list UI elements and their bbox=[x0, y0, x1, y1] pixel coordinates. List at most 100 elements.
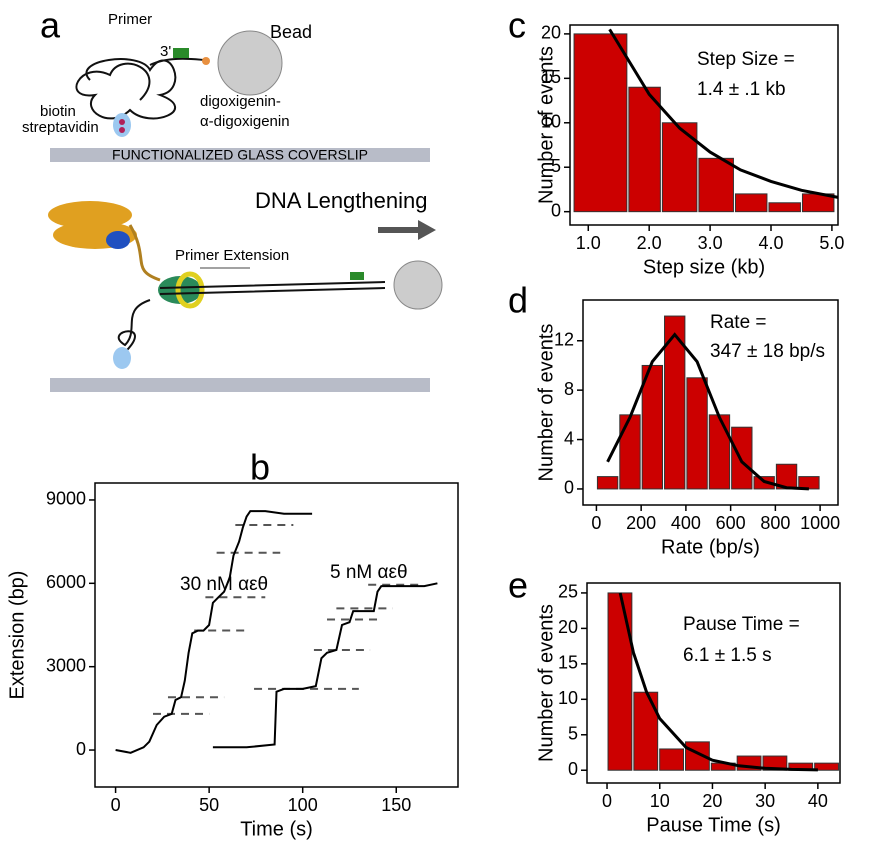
plot-frame bbox=[586, 582, 841, 784]
x-tick-label: 30 bbox=[755, 791, 775, 811]
panel-letter: b bbox=[250, 447, 270, 488]
x-tick-label: 5.0 bbox=[819, 233, 844, 253]
series-label: 30 nM αεθ bbox=[180, 574, 268, 595]
label: Primer Extension bbox=[175, 247, 289, 264]
x-tick-label: 4.0 bbox=[758, 233, 783, 253]
y-axis-label: Number of events bbox=[535, 46, 557, 204]
x-tick-label: 400 bbox=[671, 513, 701, 533]
bar bbox=[708, 414, 731, 490]
dna-duplex bbox=[159, 281, 386, 295]
y-tick-label: 15 bbox=[558, 653, 578, 673]
bar bbox=[619, 414, 641, 490]
dna-strand bbox=[149, 57, 206, 66]
diagram: a FUNCTIONALIZED GLASS COVERSLIP Primer … bbox=[22, 5, 443, 392]
fit-curve bbox=[618, 592, 818, 772]
linker bbox=[128, 224, 161, 282]
x-tick-label: 200 bbox=[626, 513, 656, 533]
y-tick-label: 0 bbox=[568, 759, 578, 779]
fit-curve bbox=[608, 28, 839, 199]
panel-letter: c bbox=[508, 5, 526, 46]
annotation: Pause Time = bbox=[683, 614, 800, 635]
protein bbox=[106, 231, 130, 249]
y-tick-label: 5 bbox=[551, 156, 561, 176]
surface-label: FUNCTIONALIZED GLASS COVERSLIP bbox=[112, 147, 368, 163]
y-tick-label: 15 bbox=[541, 67, 561, 87]
streptavidin-blob bbox=[113, 347, 131, 369]
plot-frame bbox=[582, 299, 839, 506]
x-tick-label: 800 bbox=[760, 513, 790, 533]
x-tick-label: 1000 bbox=[800, 513, 840, 533]
x-tick-label: 0 bbox=[111, 795, 121, 815]
x-tick-label: 10 bbox=[650, 791, 670, 811]
arrow-head bbox=[418, 220, 436, 240]
bar bbox=[659, 748, 685, 771]
y-axis-label: Number of events bbox=[535, 604, 557, 762]
primer bbox=[350, 272, 364, 280]
y-tick-label: 6000 bbox=[46, 572, 86, 592]
dig bbox=[202, 57, 210, 65]
x-tick-label: 600 bbox=[716, 513, 746, 533]
y-tick-label: 8 bbox=[564, 379, 574, 399]
trace bbox=[115, 510, 313, 754]
bar bbox=[734, 193, 768, 213]
plot-frame bbox=[569, 24, 839, 226]
x-tick-label: 40 bbox=[808, 791, 828, 811]
x-axis-label: Time (s) bbox=[240, 818, 313, 840]
annotation: 347 ± 18 bp/s bbox=[710, 341, 825, 362]
bar bbox=[731, 426, 753, 490]
y-tick-label: 25 bbox=[558, 582, 578, 602]
x-axis-label: Rate (bp/s) bbox=[661, 536, 760, 558]
annotation: 6.1 ± 1.5 s bbox=[683, 645, 772, 666]
y-tick-label: 12 bbox=[554, 330, 574, 350]
y-tick-label: 5 bbox=[568, 724, 578, 744]
clamp bbox=[175, 271, 205, 309]
y-axis-label: Extension (bp) bbox=[6, 571, 28, 700]
x-tick-label: 0 bbox=[591, 513, 601, 533]
bar bbox=[664, 315, 686, 490]
biotin-dot bbox=[119, 127, 125, 133]
bar bbox=[573, 33, 628, 213]
x-tick-label: 2.0 bbox=[637, 233, 662, 253]
label: DNA Lengthening bbox=[255, 188, 427, 213]
trace bbox=[212, 582, 438, 749]
x-tick-label: 50 bbox=[199, 795, 219, 815]
bead bbox=[217, 30, 283, 96]
coverslip bbox=[50, 148, 430, 162]
bar bbox=[607, 592, 633, 771]
label: streptavidin bbox=[22, 119, 99, 136]
bar bbox=[641, 364, 664, 490]
bead bbox=[393, 260, 443, 310]
biotin-dot bbox=[119, 119, 125, 125]
dna-coil bbox=[75, 58, 177, 120]
series-label: 5 nM αεθ bbox=[330, 562, 408, 583]
x-tick-label: 100 bbox=[288, 795, 318, 815]
x-tick-label: 1.0 bbox=[576, 233, 601, 253]
bar bbox=[814, 762, 839, 771]
y-tick-label: 10 bbox=[558, 688, 578, 708]
y-tick-label: 10 bbox=[541, 112, 561, 132]
y-tick-label: 0 bbox=[564, 478, 574, 498]
annotation: 1.4 ± .1 kb bbox=[697, 79, 786, 100]
bar bbox=[596, 476, 619, 490]
y-tick-label: 20 bbox=[558, 617, 578, 637]
bar bbox=[762, 755, 788, 771]
label: digoxigenin- bbox=[200, 93, 281, 110]
y-tick-label: 9000 bbox=[46, 489, 86, 509]
y-tick-label: 4 bbox=[564, 428, 574, 448]
label: Primer bbox=[108, 11, 152, 28]
bar bbox=[798, 476, 820, 490]
coverslip bbox=[50, 378, 430, 392]
label: 3' bbox=[160, 43, 171, 60]
dna-coil bbox=[117, 299, 151, 356]
panel-letter: d bbox=[508, 280, 528, 321]
x-tick-label: 20 bbox=[702, 791, 722, 811]
y-axis-label: Number of events bbox=[535, 324, 557, 482]
plot-frame bbox=[94, 482, 459, 788]
x-axis-label: Pause Time (s) bbox=[646, 814, 780, 836]
panel-letter: e bbox=[508, 565, 528, 606]
y-tick-label: 20 bbox=[541, 23, 561, 43]
y-tick-label: 0 bbox=[551, 200, 561, 220]
bar bbox=[628, 86, 661, 213]
label: α-digoxigenin bbox=[200, 113, 290, 130]
protein bbox=[48, 201, 132, 229]
